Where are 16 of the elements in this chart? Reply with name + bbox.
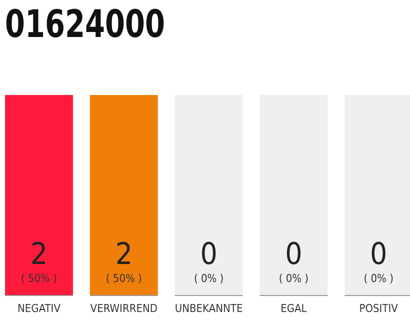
annotation: ( 0% ) [364,272,394,285]
x-tick-label: NEGATIV [18,302,61,315]
x-tick-label: POSITIV [359,302,398,315]
x-tick-label: UNBEKANNTE [174,302,243,315]
annotation: 0 [200,237,218,272]
x-tick-label: EGAL [280,302,308,315]
x-tick-label: VERWIRREND [90,302,158,315]
data-label: 2 [30,237,48,272]
chart-title: 01624000 [5,2,196,46]
annotation: ( 50% ) [20,272,58,285]
data-label: 2 [115,237,132,272]
annotation: ( 0% ) [194,272,224,285]
annotation: ( 50% ) [106,272,142,285]
annotation: 0 [370,237,388,272]
annotation: ( 0% ) [278,272,309,285]
annotation: 0 [285,237,302,272]
